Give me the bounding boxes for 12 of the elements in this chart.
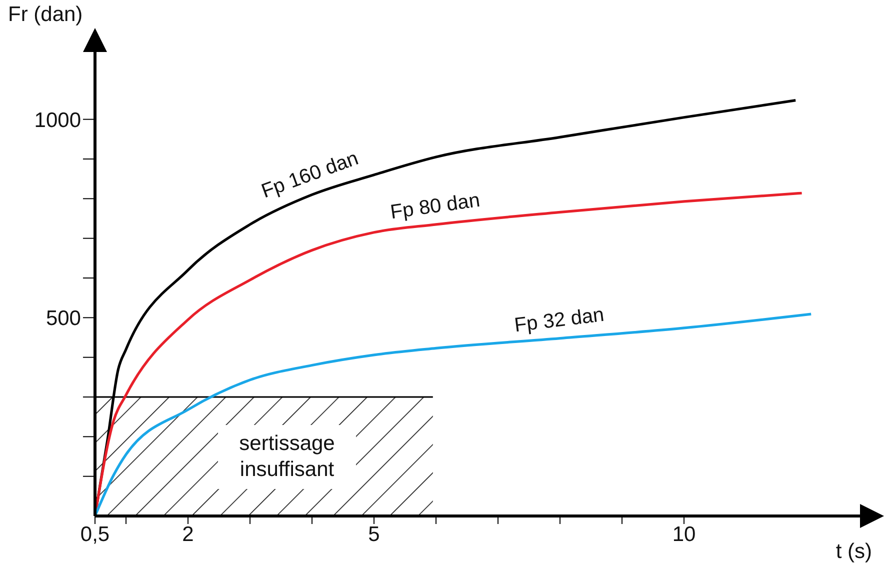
y-axis-title: Fr (dan) [8,2,83,26]
x-tick-label: 0,5 [80,522,110,546]
x-tick-label: 10 [672,522,696,546]
y-tick-label: 1000 [34,108,81,132]
x-tick-label: 2 [182,522,194,546]
text: Fp 80 dan [389,189,482,224]
x-axis-title: t (s) [836,540,872,563]
text: Fp 160 dan [258,147,362,203]
y-tick-label: 500 [46,307,81,330]
x-tick-label: 5 [368,522,380,546]
series-label: sertissage insuffisant [239,432,335,481]
text: Fp 32 dan [513,304,606,337]
